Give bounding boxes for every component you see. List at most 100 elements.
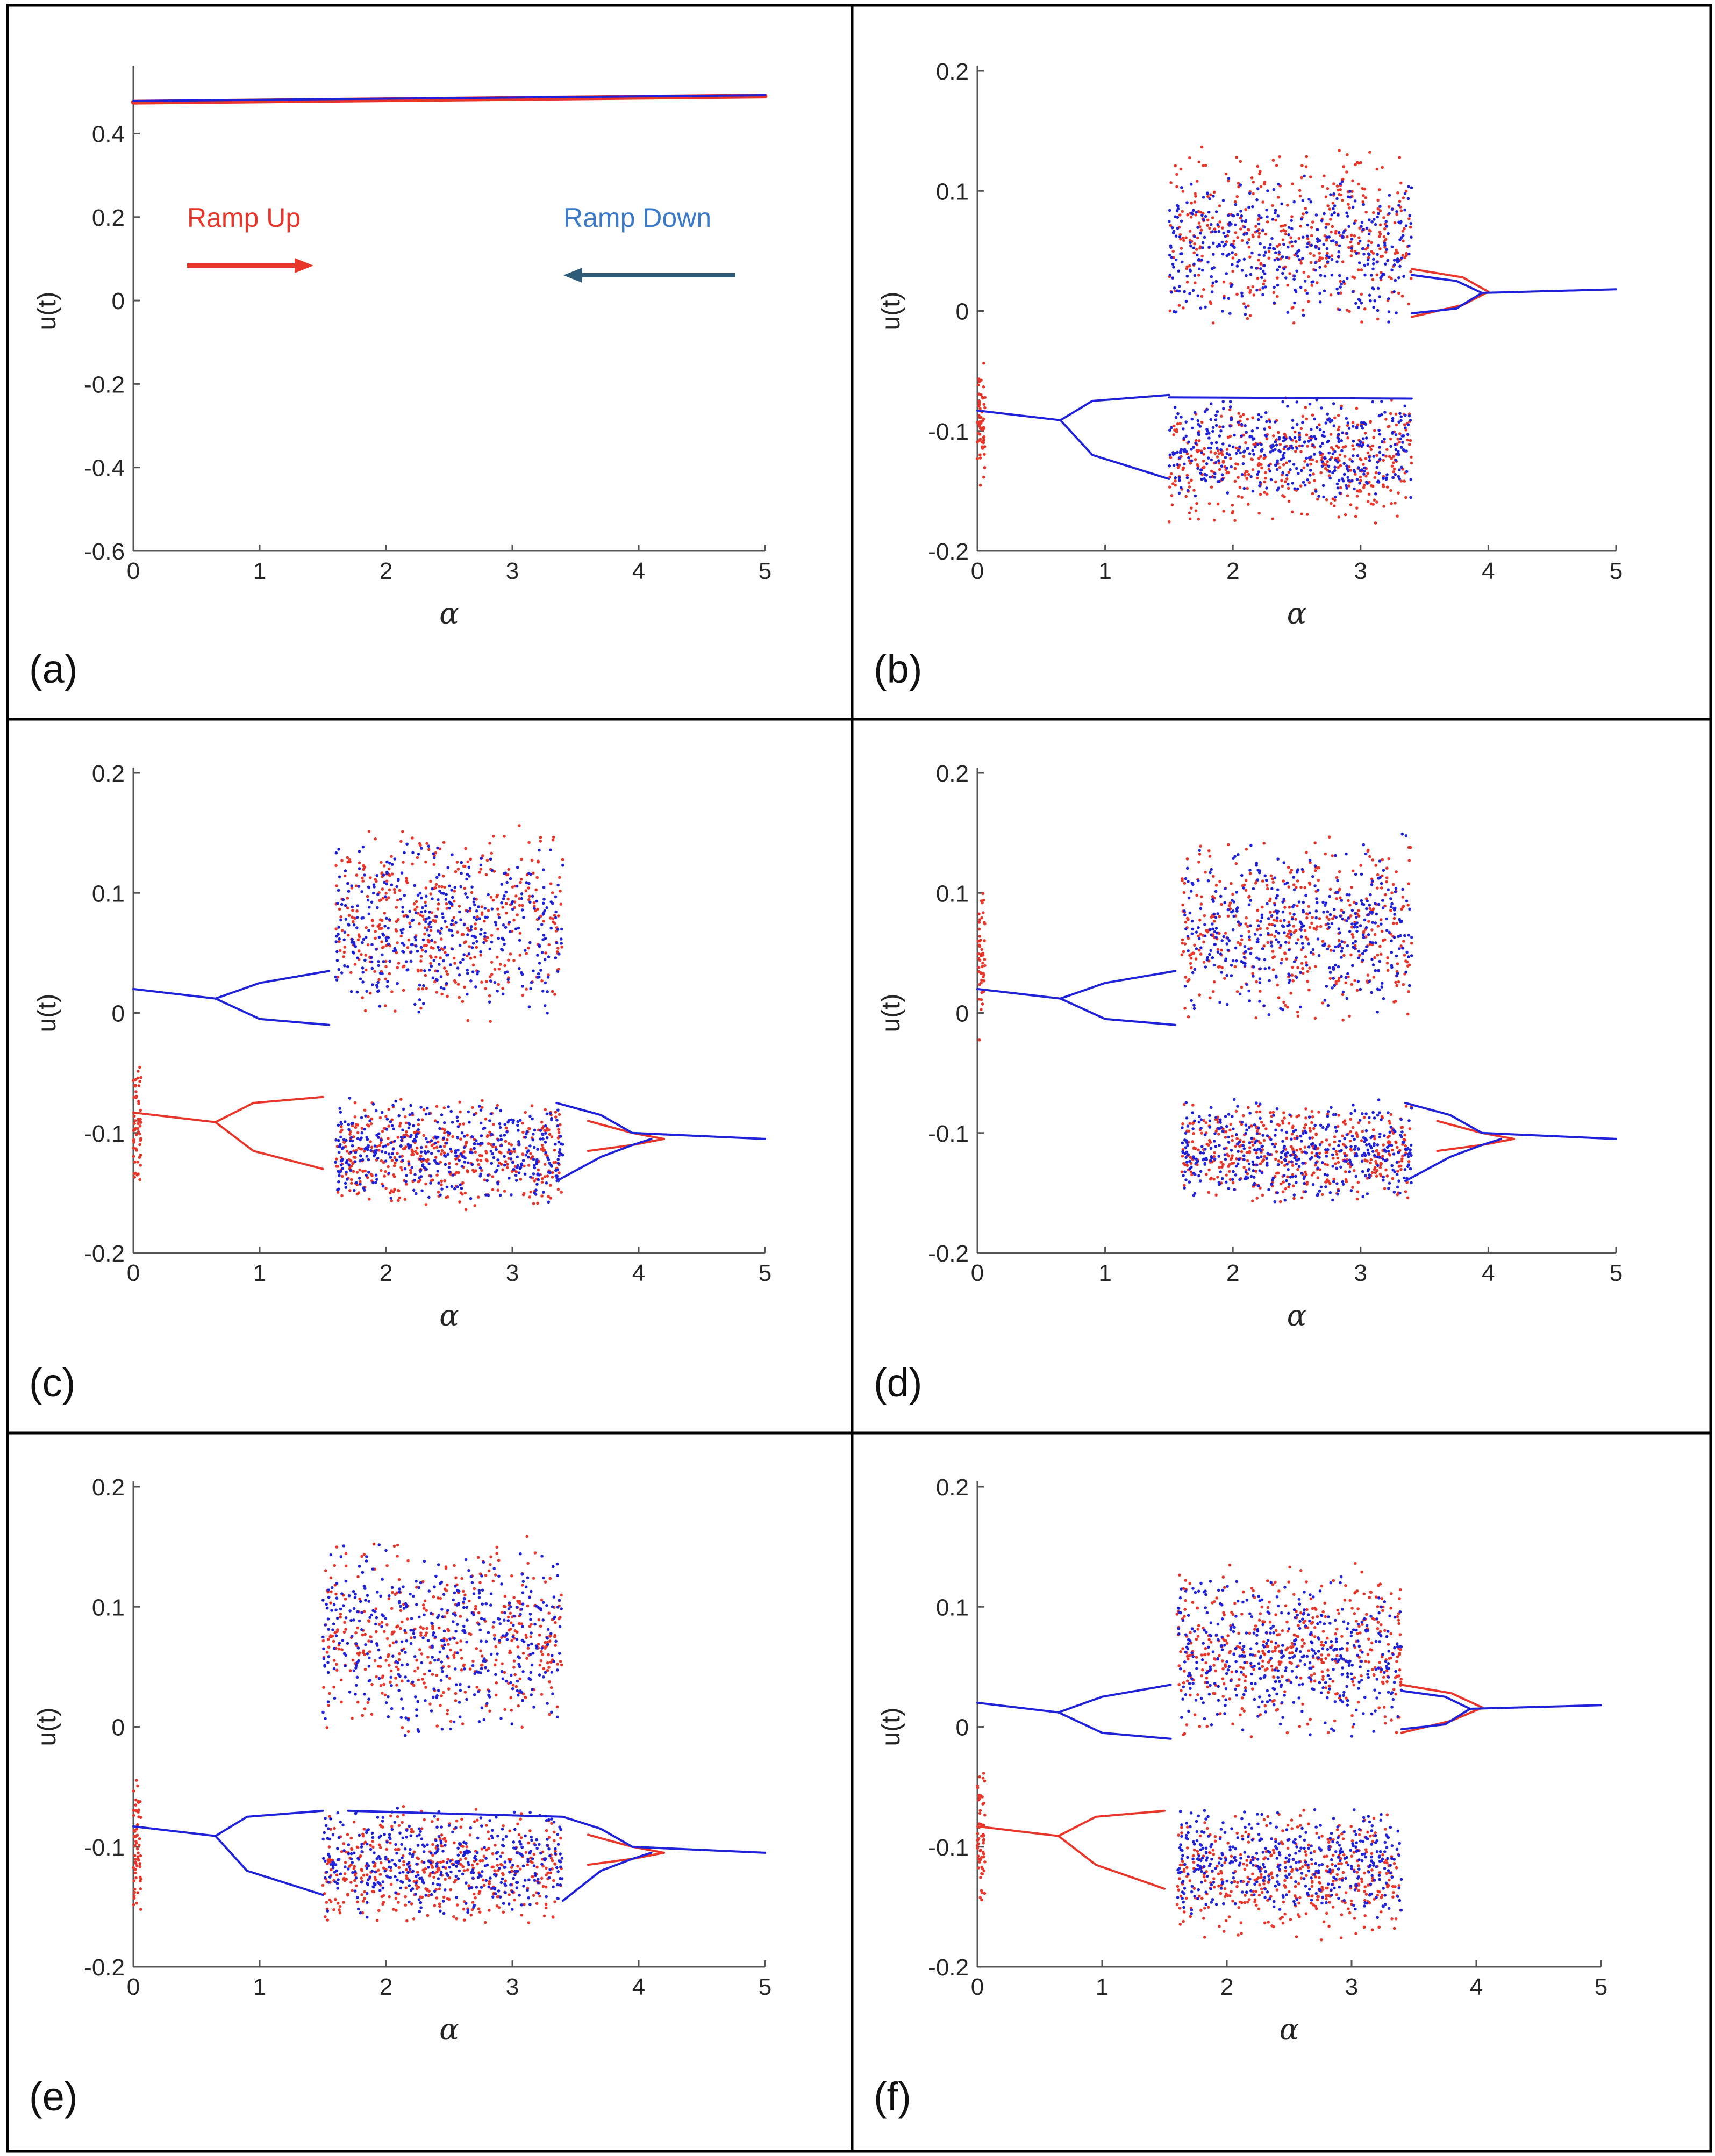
scatter-point bbox=[1285, 935, 1289, 938]
scatter-point bbox=[1376, 317, 1380, 321]
scatter-point bbox=[1318, 1190, 1321, 1193]
scatter-point bbox=[1205, 462, 1209, 465]
scatter-point bbox=[1337, 478, 1341, 482]
scatter-point bbox=[345, 1138, 348, 1142]
scatter-point bbox=[1212, 190, 1216, 194]
scatter-point bbox=[460, 1186, 463, 1190]
scatter-point bbox=[413, 908, 417, 912]
scatter-point bbox=[541, 938, 545, 941]
scatter-point bbox=[1358, 954, 1361, 957]
scatter-point bbox=[1257, 456, 1261, 460]
scatter-point bbox=[1361, 228, 1364, 232]
scatter-point bbox=[1332, 192, 1336, 196]
scatter-point bbox=[1406, 964, 1410, 968]
scatter-point bbox=[1378, 1111, 1381, 1114]
scatter-point bbox=[1387, 1111, 1390, 1114]
scatter-point bbox=[1220, 902, 1223, 906]
scatter-point bbox=[1243, 225, 1246, 229]
scatter-point bbox=[429, 892, 432, 896]
scatter-point bbox=[1323, 289, 1326, 293]
scatter-point bbox=[413, 1179, 417, 1182]
scatter-point bbox=[1252, 180, 1255, 184]
scatter-point bbox=[1398, 199, 1402, 203]
scatter-point bbox=[977, 966, 981, 969]
scatter-point bbox=[1357, 490, 1361, 493]
scatter-point bbox=[377, 1136, 380, 1139]
scatter-point bbox=[1327, 451, 1331, 455]
scatter-point bbox=[368, 991, 372, 995]
scatter-point bbox=[391, 1104, 395, 1107]
scatter-point bbox=[399, 898, 402, 901]
scatter-point bbox=[1308, 882, 1312, 886]
scatter-point bbox=[1234, 1133, 1238, 1136]
scatter-point bbox=[1228, 453, 1231, 456]
scatter-point bbox=[487, 893, 490, 897]
scatter-point bbox=[415, 905, 419, 909]
scatter-point bbox=[517, 1129, 520, 1132]
scatter-point bbox=[1220, 473, 1224, 476]
series-ramp-up bbox=[976, 835, 1515, 1204]
scatter-point bbox=[1323, 174, 1326, 178]
scatter-point bbox=[487, 1194, 490, 1197]
scatter-point bbox=[1366, 500, 1370, 503]
scatter-point bbox=[1188, 485, 1191, 489]
scatter-point bbox=[1183, 290, 1186, 293]
scatter-point bbox=[1388, 455, 1391, 458]
scatter-point bbox=[1299, 484, 1303, 488]
scatter-point bbox=[1358, 261, 1361, 264]
scatter-point bbox=[1255, 1156, 1259, 1159]
scatter-point bbox=[1223, 294, 1226, 298]
scatter-point bbox=[420, 1145, 423, 1149]
scatter-point bbox=[465, 877, 468, 881]
scatter-point bbox=[1257, 253, 1261, 257]
scatter-point bbox=[1285, 1163, 1289, 1166]
scatter-point bbox=[369, 1122, 373, 1126]
scatter-point bbox=[134, 1133, 138, 1136]
scatter-point bbox=[1213, 476, 1217, 479]
scatter-point bbox=[1280, 1156, 1283, 1159]
scatter-point bbox=[1172, 433, 1176, 436]
scatter-point bbox=[1299, 885, 1303, 889]
scatter-point bbox=[1180, 247, 1183, 250]
scatter-point bbox=[470, 1163, 474, 1166]
scatter-point bbox=[418, 998, 421, 1001]
scatter-point bbox=[1341, 1019, 1345, 1022]
scatter-point bbox=[1217, 452, 1221, 455]
scatter-point bbox=[488, 1000, 491, 1004]
scatter-point bbox=[371, 919, 374, 922]
scatter-point bbox=[363, 1108, 367, 1112]
scatter-point bbox=[1354, 912, 1357, 915]
scatter-point bbox=[1314, 246, 1318, 249]
scatter-point bbox=[485, 1179, 489, 1183]
scatter-point bbox=[427, 844, 431, 848]
scatter-point bbox=[1362, 469, 1366, 473]
scatter-point bbox=[1296, 1158, 1299, 1162]
scatter-point bbox=[446, 1152, 449, 1156]
scatter-point bbox=[1234, 462, 1238, 465]
scatter-point bbox=[512, 919, 516, 922]
scatter-point bbox=[1254, 1170, 1257, 1173]
scatter-point bbox=[356, 956, 359, 960]
scatter-point bbox=[1364, 248, 1368, 251]
scatter-point bbox=[553, 914, 556, 917]
scatter-point bbox=[1183, 1007, 1187, 1010]
scatter-point bbox=[1404, 1190, 1407, 1193]
scatter-point bbox=[1339, 285, 1342, 289]
scatter-point bbox=[425, 1167, 428, 1171]
scatter-point bbox=[1176, 465, 1180, 469]
scatter-point bbox=[982, 439, 985, 442]
scatter-point bbox=[1235, 264, 1239, 268]
scatter-point bbox=[1257, 418, 1260, 421]
scatter-point bbox=[1388, 1181, 1391, 1185]
scatter-point bbox=[435, 991, 439, 994]
scatter-point bbox=[355, 990, 359, 994]
scatter-point bbox=[1409, 846, 1412, 849]
scatter-point bbox=[528, 900, 532, 904]
scatter-point bbox=[1321, 940, 1325, 943]
scatter-point bbox=[1251, 205, 1254, 209]
scatter-point bbox=[1397, 1151, 1400, 1154]
scatter-point bbox=[557, 1131, 561, 1134]
scatter-point bbox=[1168, 273, 1172, 277]
scatter-point bbox=[462, 864, 466, 868]
scatter-point bbox=[1325, 463, 1328, 467]
